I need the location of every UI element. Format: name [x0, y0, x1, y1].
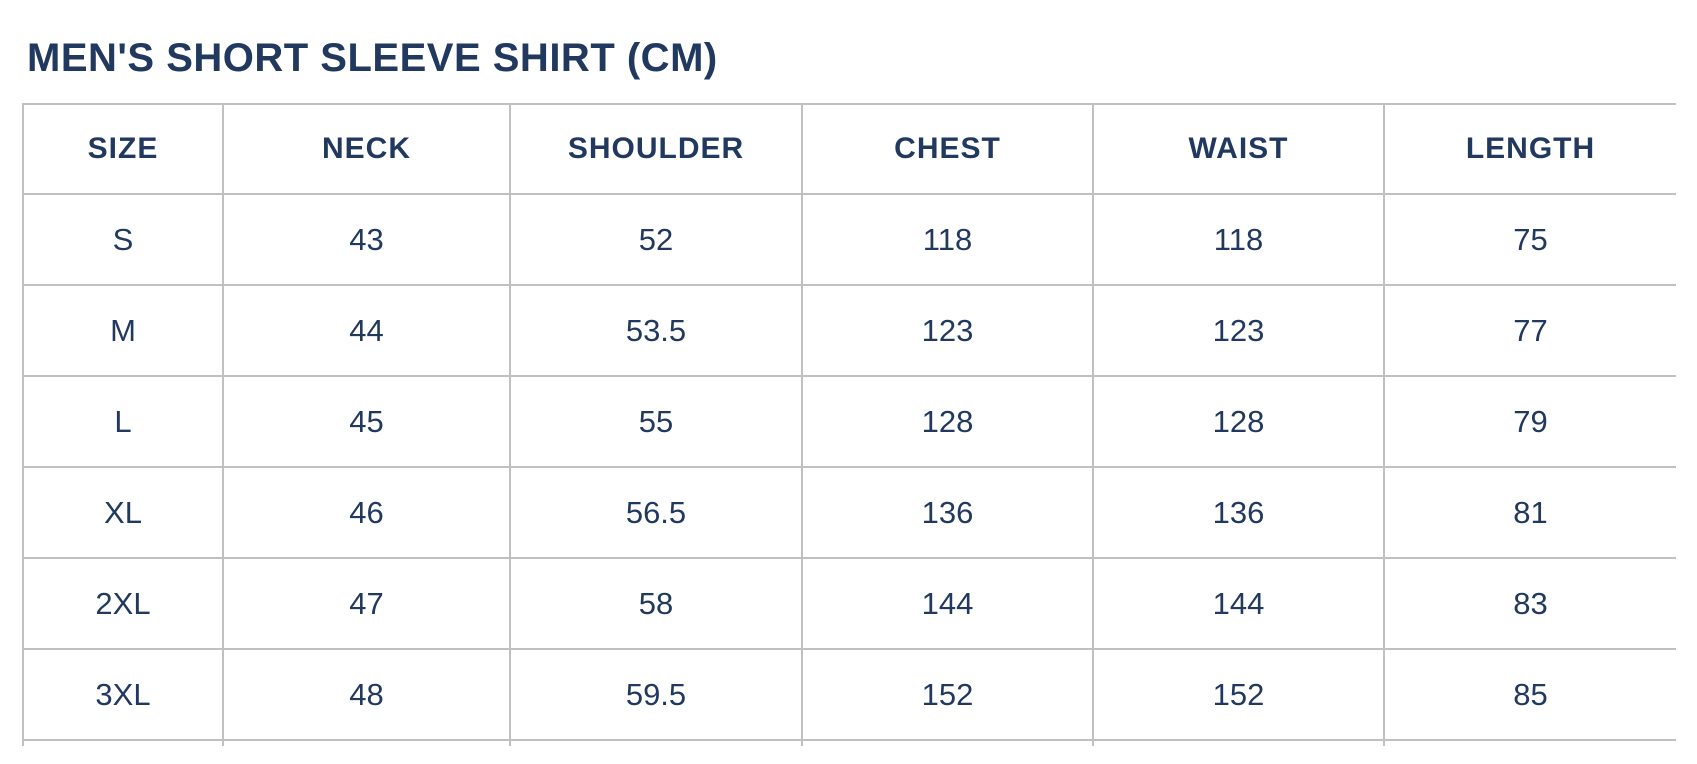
measurement-cell: 128: [1092, 375, 1385, 468]
table-row-xl: XL 46 56.5 136 136 81: [22, 466, 1676, 559]
table-row-l: L 45 55 128 128 79: [22, 375, 1676, 468]
size-label-cell: 2XL: [22, 557, 224, 650]
cropped-cell: [509, 739, 803, 746]
measurement-cell: 152: [801, 648, 1094, 741]
cropped-cell: [1383, 739, 1676, 746]
measurement-cell: 83: [1383, 557, 1676, 650]
size-chart-table-container: SIZE NECK SHOULDER CHEST WAIST LENGTH S 43 52 11…: [22, 103, 1676, 746]
table-body: S 43 52 118 118 75 M 44 53.5 123 123 77 L 45 55 128 128 7…: [22, 193, 1676, 746]
size-label-cell: M: [22, 284, 224, 377]
size-label-cell: S: [22, 193, 224, 286]
size-label-cell: 3XL: [22, 648, 224, 741]
table-row-s: S 43 52 118 118 75: [22, 193, 1676, 286]
measurement-cell: 56.5: [509, 466, 803, 559]
measurement-cell: 118: [1092, 193, 1385, 286]
cropped-cell: [22, 739, 224, 746]
measurement-cell: 59.5: [509, 648, 803, 741]
table-row-m: M 44 53.5 123 123 77: [22, 284, 1676, 377]
measurement-cell: 53.5: [509, 284, 803, 377]
measurement-cell: 118: [801, 193, 1094, 286]
header-cell-length: LENGTH: [1383, 103, 1676, 195]
measurement-cell: 81: [1383, 466, 1676, 559]
measurement-cell: 75: [1383, 193, 1676, 286]
header-cell-shoulder: SHOULDER: [509, 103, 803, 195]
header-cell-neck: NECK: [222, 103, 511, 195]
measurement-cell: 47: [222, 557, 511, 650]
measurement-cell: 144: [1092, 557, 1385, 650]
header-row: SIZE NECK SHOULDER CHEST WAIST LENGTH: [22, 103, 1676, 195]
measurement-cell: 48: [222, 648, 511, 741]
measurement-cell: 46: [222, 466, 511, 559]
cropped-cell: [801, 739, 1094, 746]
measurement-cell: 128: [801, 375, 1094, 468]
measurement-cell: 136: [1092, 466, 1385, 559]
size-chart-table: SIZE NECK SHOULDER CHEST WAIST LENGTH S 43 52 11…: [22, 103, 1676, 746]
table-header: SIZE NECK SHOULDER CHEST WAIST LENGTH: [22, 103, 1676, 195]
cropped-cell: [222, 739, 511, 746]
measurement-cell: 123: [801, 284, 1094, 377]
measurement-cell: 44: [222, 284, 511, 377]
cropped-cell: [1092, 739, 1385, 746]
measurement-cell: 152: [1092, 648, 1385, 741]
measurement-cell: 85: [1383, 648, 1676, 741]
cropped-row: [22, 739, 1676, 746]
size-label-cell: XL: [22, 466, 224, 559]
measurement-cell: 136: [801, 466, 1094, 559]
measurement-cell: 58: [509, 557, 803, 650]
measurement-cell: 123: [1092, 284, 1385, 377]
measurement-cell: 79: [1383, 375, 1676, 468]
measurement-cell: 55: [509, 375, 803, 468]
measurement-cell: 43: [222, 193, 511, 286]
size-chart-page: MEN'S SHORT SLEEVE SHIRT (CM) SIZE NECK SH…: [0, 36, 1697, 764]
measurement-cell: 77: [1383, 284, 1676, 377]
measurement-cell: 45: [222, 375, 511, 468]
header-cell-chest: CHEST: [801, 103, 1094, 195]
header-cell-size: SIZE: [22, 103, 224, 195]
table-row-3xl: 3XL 48 59.5 152 152 85: [22, 648, 1676, 741]
table-row-2xl: 2XL 47 58 144 144 83: [22, 557, 1676, 650]
header-cell-waist: WAIST: [1092, 103, 1385, 195]
measurement-cell: 52: [509, 193, 803, 286]
size-label-cell: L: [22, 375, 224, 468]
measurement-cell: 144: [801, 557, 1094, 650]
page-title: MEN'S SHORT SLEEVE SHIRT (CM): [27, 36, 718, 80]
